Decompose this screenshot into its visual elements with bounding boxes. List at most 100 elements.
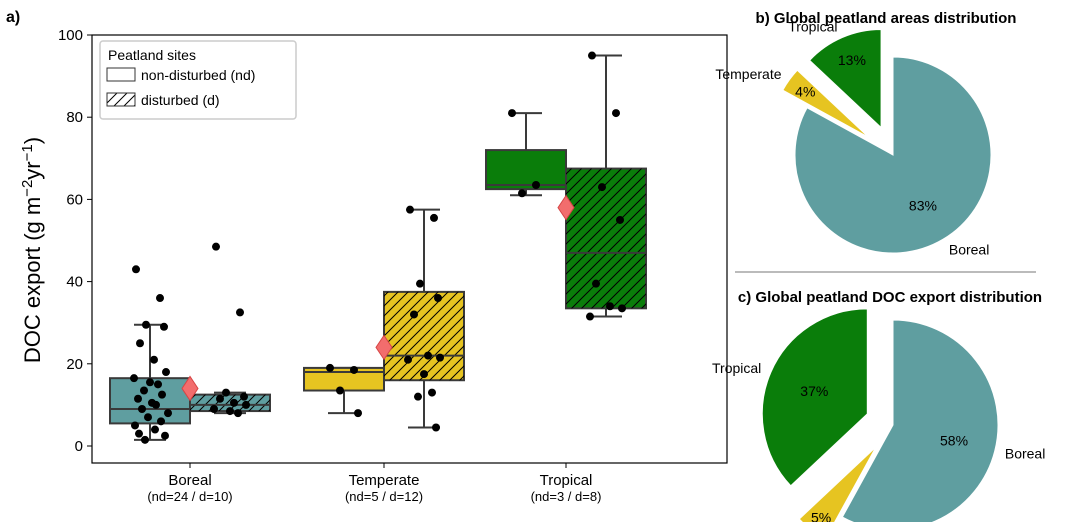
pie-slice-boreal [794, 56, 992, 254]
data-point [138, 405, 146, 414]
pie-pct-label: 37% [800, 383, 828, 399]
data-point [606, 302, 614, 311]
data-point [130, 374, 138, 383]
pie-slice-boreal [841, 319, 999, 522]
data-point [518, 189, 526, 198]
box-hatch [566, 168, 646, 309]
data-point [142, 320, 150, 329]
data-point [140, 386, 148, 395]
data-point [162, 368, 170, 377]
data-point [414, 392, 422, 401]
data-point [131, 421, 139, 430]
data-point [428, 388, 436, 397]
x-tick-sublabel: (nd=24 / d=10) [147, 489, 232, 504]
pie-pct-label: 58% [940, 433, 968, 449]
data-point [164, 409, 172, 418]
data-point [226, 407, 234, 416]
data-point [135, 429, 143, 438]
data-point [410, 310, 418, 319]
data-point [416, 279, 424, 288]
data-point [430, 213, 438, 222]
data-point [158, 390, 166, 399]
plot-frame [91, 34, 728, 464]
data-point [236, 308, 244, 317]
pie-category-label: Boreal [949, 241, 989, 257]
pie-category-label: Tropical [788, 19, 837, 35]
data-point [141, 435, 149, 444]
data-point [586, 312, 594, 321]
box-hatch [384, 291, 464, 381]
pie-pct-label: 83% [909, 198, 937, 214]
data-point [146, 378, 154, 387]
data-point [354, 409, 362, 418]
data-point [406, 205, 414, 214]
data-point [618, 304, 626, 313]
legend-label-d: disturbed (d) [141, 92, 220, 108]
pie-b-title: b) Global peatland areas distribution [756, 10, 1017, 27]
panel-a-label: a) [6, 9, 20, 26]
data-point [434, 294, 442, 303]
pie-c-title: c) Global peatland DOC export distributi… [738, 289, 1042, 306]
box-tropical-nd [485, 149, 567, 191]
data-point [230, 398, 238, 407]
legend-swatch-d [106, 92, 136, 107]
data-point [326, 363, 334, 372]
pie-category-label: Boreal [1005, 446, 1045, 462]
y-tick-label: 40 [66, 274, 83, 291]
pie-pct-label: 4% [795, 83, 815, 99]
data-point [132, 265, 140, 274]
data-point [532, 181, 540, 190]
pie-pct-label: 13% [838, 52, 866, 68]
data-point [157, 417, 165, 426]
y-tick-label: 80 [66, 109, 83, 126]
legend-title: Peatland sites [108, 47, 196, 63]
data-point [588, 51, 596, 60]
legend: Peatland sites non-disturbed (nd) distur… [99, 40, 297, 120]
data-point [151, 425, 159, 434]
legend-label-nd: non-disturbed (nd) [141, 67, 255, 83]
data-point [156, 294, 164, 303]
data-point [436, 353, 444, 362]
data-point [432, 423, 440, 432]
data-point [350, 365, 358, 374]
data-point [210, 405, 218, 414]
y-tick-label: 60 [66, 191, 83, 208]
pie-slice-tropical [761, 308, 868, 487]
x-tick-label: Boreal [168, 472, 211, 489]
mean-marker [181, 375, 199, 402]
data-point [404, 355, 412, 364]
boxplot-panel: 0 20 40 60 80 100 Boreal(nd=24 / d=10) Temperat… [58, 27, 728, 504]
pie-slice-temperate [782, 69, 870, 138]
data-point [234, 409, 242, 418]
data-point [242, 400, 250, 409]
mean-marker [375, 334, 393, 361]
data-point [616, 215, 624, 224]
data-point [336, 386, 344, 395]
data-point [161, 431, 169, 440]
x-tick-label: Temperate [349, 472, 420, 489]
data-point [240, 392, 248, 401]
legend-frame [99, 40, 297, 120]
data-point [160, 322, 168, 331]
data-point [216, 394, 224, 403]
data-point [612, 109, 620, 118]
pie-chart-areas: 83% Boreal 4% Temperate 13% Tropical [715, 19, 992, 257]
data-point [592, 279, 600, 288]
x-tick-label: Tropical [540, 472, 593, 489]
pie-slice-tropical [808, 28, 882, 129]
y-tick-label: 100 [58, 27, 83, 44]
pie-category-label: Tropical [712, 360, 761, 376]
mean-marker [557, 194, 575, 221]
data-point [152, 400, 160, 409]
pie-pct-label: 5% [811, 510, 831, 522]
y-tick-label: 20 [66, 356, 83, 373]
data-point [424, 351, 432, 360]
data-point [150, 355, 158, 364]
data-point [136, 339, 144, 348]
pie-slice-temperate [798, 446, 877, 522]
legend-swatch-nd [106, 67, 136, 82]
data-point [508, 109, 516, 118]
data-point [134, 394, 142, 403]
